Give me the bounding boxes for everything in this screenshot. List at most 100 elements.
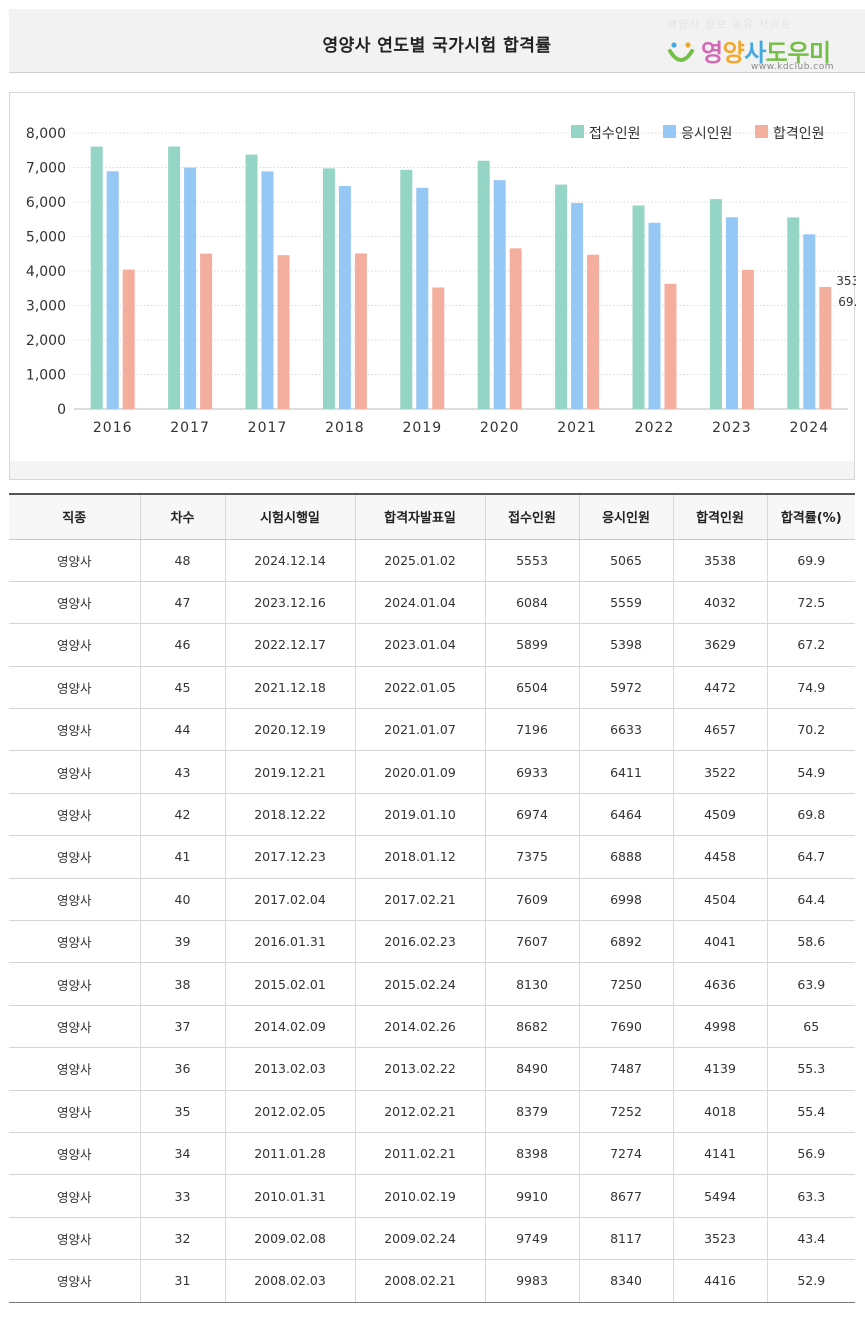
table-cell: 2012.02.05: [224, 1090, 355, 1133]
table-cell: 영양사: [9, 920, 140, 964]
table-cell: 9749: [484, 1217, 579, 1261]
bar-applicants: [322, 168, 335, 409]
x-tick-label: 2019: [402, 420, 442, 436]
table-cell: 2024.12.14: [224, 539, 355, 582]
x-tick-label: 2024: [789, 420, 829, 436]
table-cell: 4416: [672, 1259, 767, 1303]
table-cell: 2013.02.03: [224, 1047, 355, 1091]
table-cell: 2009.02.24: [354, 1217, 485, 1261]
table-cell: 2021.12.18: [224, 666, 355, 710]
logo-name-part: 사: [744, 39, 766, 67]
table-cell: 2012.02.21: [354, 1090, 485, 1133]
x-tick-label: 2016: [93, 420, 133, 436]
table-cell: 6888: [578, 835, 673, 879]
table-cell: 46: [139, 623, 225, 667]
y-tick-label: 4,000: [26, 264, 66, 280]
table-cell: 56.9: [766, 1132, 855, 1176]
bar-applicants: [787, 217, 800, 409]
table-cell: 영양사: [9, 750, 140, 794]
table-cell: 6464: [578, 793, 673, 837]
site-logo[interactable]: 영양사 정보 공유 사이트 영양사도우미 www.kdclub.com: [657, 15, 847, 72]
table-cell: 4504: [672, 878, 767, 922]
table-cell: 36: [139, 1047, 225, 1091]
table-cell: 5559: [578, 581, 673, 625]
bar-examinees: [803, 234, 816, 409]
table-cell: 영양사: [9, 1090, 140, 1133]
table-cell: 6998: [578, 878, 673, 922]
table-cell: 2016.02.23: [354, 920, 485, 964]
table-row: 영양사 31 2008.02.03 2008.02.21 9983 8340 4416 52.…: [9, 1259, 855, 1303]
table-cell: 70.2: [766, 708, 855, 752]
results-table: 직종 차수 시험시행일 합격자발표일 접수인원 응시인원 합격인원 합격률(%) 영양사 48 2…: [9, 495, 855, 1303]
table-cell: 4998: [672, 1005, 767, 1049]
table-cell: 영양사: [9, 666, 140, 710]
table-cell: 47: [139, 581, 225, 625]
column-header: 합격자발표일: [354, 495, 485, 540]
bar-applicants: [632, 205, 645, 409]
data-annotation: 3538: [836, 274, 856, 288]
table-row: 영양사 35 2012.02.05 2012.02.21 8379 7252 4018 55.…: [9, 1090, 855, 1133]
table-cell: 58.6: [766, 920, 855, 964]
bar-passed: [819, 286, 832, 409]
table-cell: 영양사: [9, 962, 140, 1006]
bar-passed: [509, 248, 522, 409]
legend-label: 접수인원: [589, 126, 641, 142]
table-cell: 8130: [484, 962, 579, 1006]
table-row: 영양사 32 2009.02.08 2009.02.24 9749 8117 3523 43.…: [9, 1217, 855, 1261]
table-cell: 7487: [578, 1047, 673, 1091]
table-cell: 31: [139, 1259, 225, 1303]
table-cell: 52.9: [766, 1259, 855, 1303]
table-cell: 6974: [484, 793, 579, 837]
table-cell: 2023.01.04: [354, 623, 485, 667]
column-header: 응시인원: [578, 495, 673, 540]
table-cell: 2018.01.12: [354, 835, 485, 879]
table-cell: 영양사: [9, 1259, 140, 1303]
table-cell: 2023.12.16: [224, 581, 355, 625]
column-header: 합격률(%): [766, 495, 855, 540]
table-cell: 2019.01.10: [354, 793, 485, 837]
table-row: 영양사 45 2021.12.18 2022.01.05 6504 5972 4472 74.…: [9, 666, 855, 710]
bar-chart: 0 1,000 2,000 3,000 4,000 5,000 6,000 7,000 8,00…: [26, 125, 856, 436]
table-cell: 35: [139, 1090, 225, 1133]
column-header: 합격인원: [672, 495, 767, 540]
table-cell: 6933: [484, 750, 579, 794]
logo-name-part: 양: [722, 39, 745, 67]
table-cell: 38: [139, 962, 225, 1006]
table-cell: 2010.02.19: [354, 1174, 485, 1218]
table-cell: 8682: [484, 1005, 579, 1049]
table-cell: 2020.01.09: [354, 750, 485, 794]
table-cell: 5972: [578, 666, 673, 710]
table-cell: 34: [139, 1132, 225, 1176]
table-cell: 4032: [672, 581, 767, 625]
table-cell: 3538: [672, 539, 767, 582]
table-cell: 5398: [578, 623, 673, 667]
table-cell: 4509: [672, 793, 767, 837]
table-cell: 2021.01.07: [354, 708, 485, 752]
table-cell: 8398: [484, 1132, 579, 1176]
bar-passed: [587, 254, 600, 409]
table-cell: 7196: [484, 708, 579, 752]
table-cell: 영양사: [9, 1217, 140, 1261]
table-cell: 5494: [672, 1174, 767, 1218]
y-tick-label: 2,000: [26, 333, 66, 349]
table-cell: 3522: [672, 750, 767, 794]
table-cell: 2019.12.21: [224, 750, 355, 794]
bar-passed: [741, 269, 754, 409]
chart-panel: 0 1,000 2,000 3,000 4,000 5,000 6,000 7,000 8,00…: [9, 92, 856, 480]
table-row: 영양사 43 2019.12.21 2020.01.09 6933 6411 3522 54.…: [9, 750, 855, 794]
table-cell: 2020.12.19: [224, 708, 355, 752]
table-cell: 4041: [672, 920, 767, 964]
bar-examinees: [338, 185, 351, 409]
table-cell: 7274: [578, 1132, 673, 1176]
x-tick-label: 2020: [480, 420, 520, 436]
table-cell: 72.5: [766, 581, 855, 625]
bar-applicants: [90, 146, 103, 409]
table-cell: 영양사: [9, 623, 140, 667]
bar-applicants: [245, 154, 258, 409]
table-cell: 영양사: [9, 581, 140, 625]
y-tick-label: 6,000: [26, 195, 66, 211]
logo-name: 영양사도우미: [701, 33, 831, 68]
bar-passed: [432, 287, 445, 409]
y-tick-label: 1,000: [26, 368, 66, 384]
table-row: 영양사 42 2018.12.22 2019.01.10 6974 6464 4509 69.…: [9, 793, 855, 837]
